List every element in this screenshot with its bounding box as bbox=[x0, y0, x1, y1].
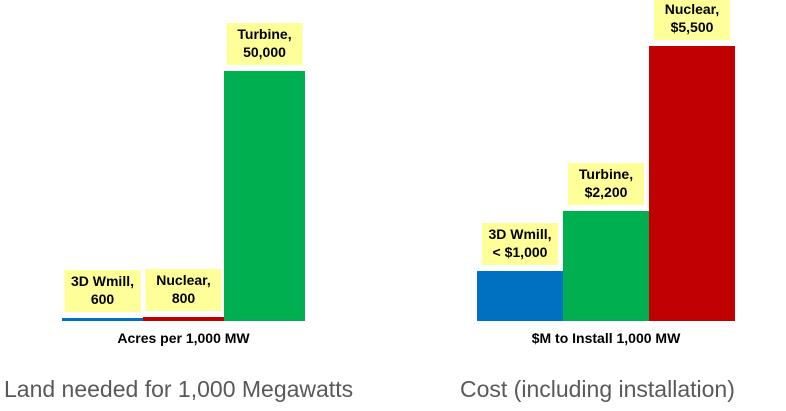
data-label-box bbox=[64, 270, 141, 312]
data-label-text: Turbine, bbox=[237, 26, 291, 42]
chart-1: 3D Wmill, 600 Nuclear, 800 Turbine, 50,000 Acr… bbox=[62, 23, 305, 346]
x-axis-label: Acres per 1,000 MW bbox=[117, 330, 250, 346]
data-label-box bbox=[568, 163, 644, 205]
right-chart-caption: Cost (including installation) bbox=[460, 376, 735, 402]
chart-2: 3D Wmill, < $1,000 Turbine, $2,200 Nuclear, $… bbox=[477, 0, 735, 346]
data-label-text: 50,000 bbox=[243, 44, 286, 60]
data-label-box bbox=[226, 23, 303, 65]
data-label-text: $2,200 bbox=[585, 184, 628, 200]
data-label: Turbine, $2,200 bbox=[568, 163, 644, 205]
left-chart-caption: Land needed for 1,000 Megawatts bbox=[4, 376, 354, 402]
bar-turbine bbox=[224, 71, 305, 321]
data-label-text: Nuclear, bbox=[156, 272, 210, 288]
bar-3d-wmill bbox=[62, 318, 143, 321]
x-axis-label: $M to Install 1,000 MW bbox=[532, 330, 681, 346]
data-label-text: 3D Wmill, bbox=[488, 226, 551, 242]
data-label-text: Nuclear, bbox=[665, 1, 719, 17]
data-label-text: 800 bbox=[172, 290, 196, 306]
data-label-box bbox=[145, 269, 222, 311]
data-label-box bbox=[482, 223, 558, 265]
bar-3d-wmill bbox=[477, 271, 563, 321]
data-label-text: Turbine, bbox=[579, 166, 633, 182]
data-label: Turbine, 50,000 bbox=[226, 23, 303, 65]
data-label: Nuclear, $5,500 bbox=[654, 0, 730, 40]
bar-turbine bbox=[563, 211, 649, 321]
data-label-text: 600 bbox=[91, 291, 115, 307]
data-label-text: 3D Wmill, bbox=[71, 273, 134, 289]
data-label-text: < $1,000 bbox=[493, 244, 548, 260]
data-label: 3D Wmill, < $1,000 bbox=[482, 223, 558, 265]
bar-nuclear bbox=[649, 46, 735, 321]
data-label: 3D Wmill, 600 bbox=[64, 270, 141, 312]
data-label: Nuclear, 800 bbox=[145, 269, 222, 311]
bar-nuclear bbox=[143, 317, 224, 321]
data-label-box bbox=[654, 0, 730, 40]
data-label-text: $5,500 bbox=[671, 19, 714, 35]
